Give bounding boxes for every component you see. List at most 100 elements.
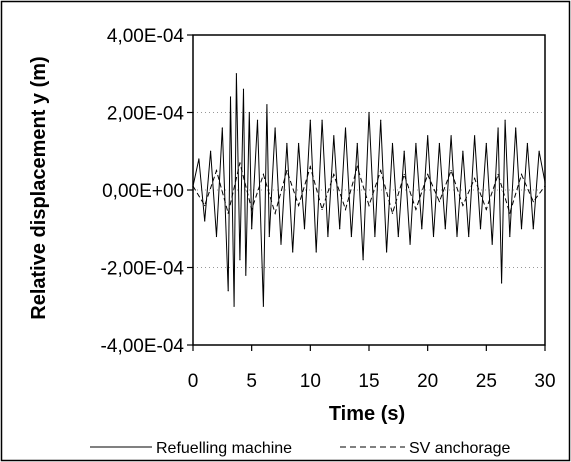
data-point-sv-anchorage-8 bbox=[286, 170, 288, 172]
data-point-sv-anchorage-22 bbox=[450, 170, 452, 172]
data-point-refuelling-machine-54 bbox=[479, 228, 482, 230]
data-point-refuelling-machine-45 bbox=[427, 135, 429, 137]
data-point-sv-anchorage-3 bbox=[227, 212, 229, 214]
series-sv-anchorage bbox=[192, 162, 546, 216]
data-point-refuelling-machine-40 bbox=[397, 235, 399, 238]
data-point-refuelling-machine-28 bbox=[327, 235, 329, 238]
data-point-sv-anchorage-13 bbox=[344, 208, 347, 210]
data-point-refuelling-machine-8 bbox=[233, 305, 235, 307]
data-point-refuelling-machine-14 bbox=[251, 228, 253, 230]
data-point-refuelling-machine-38 bbox=[386, 251, 388, 253]
data-point-refuelling-machine-30 bbox=[339, 228, 341, 230]
data-point-sv-anchorage-20 bbox=[427, 173, 429, 176]
data-point-refuelling-machine-26 bbox=[315, 251, 317, 253]
y-tick-label-0: 4,00E-04 bbox=[107, 26, 185, 47]
data-point-sv-anchorage-1 bbox=[204, 204, 206, 207]
data-point-sv-anchorage-28 bbox=[520, 173, 523, 176]
data-point-sv-anchorage-5 bbox=[251, 208, 253, 210]
data-point-refuelling-machine-6 bbox=[227, 290, 229, 292]
data-point-sv-anchorage-26 bbox=[497, 173, 499, 176]
data-point-refuelling-machine-62 bbox=[520, 228, 523, 230]
data-point-refuelling-machine-51 bbox=[462, 150, 464, 152]
data-point-sv-anchorage-4 bbox=[239, 162, 241, 164]
data-point-refuelling-machine-37 bbox=[380, 119, 382, 121]
legend-label-sv-anchorage: SV anchorage bbox=[409, 440, 511, 457]
data-point-refuelling-machine-31 bbox=[344, 127, 347, 129]
data-point-sv-anchorage-16 bbox=[380, 170, 382, 172]
data-point-sv-anchorage-9 bbox=[298, 204, 300, 207]
x-tick-label-2: 10 bbox=[300, 371, 321, 392]
data-point-sv-anchorage-30 bbox=[544, 185, 546, 187]
data-point-refuelling-machine-13 bbox=[248, 111, 250, 114]
data-point-refuelling-machine-34 bbox=[362, 259, 364, 261]
data-point-refuelling-machine-20 bbox=[280, 243, 282, 245]
data-point-refuelling-machine-25 bbox=[309, 119, 311, 121]
data-point-refuelling-machine-33 bbox=[356, 142, 358, 145]
data-point-refuelling-machine-55 bbox=[485, 142, 487, 145]
legend: Refuelling machine SV anchorage bbox=[90, 440, 511, 457]
data-point-refuelling-machine-32 bbox=[350, 235, 352, 238]
data-point-refuelling-machine-5 bbox=[221, 127, 223, 129]
data-point-refuelling-machine-9 bbox=[235, 73, 238, 75]
data-point-refuelling-machine-27 bbox=[321, 119, 323, 121]
data-point-sv-anchorage-6 bbox=[262, 173, 264, 176]
x-axis-title: Time (s) bbox=[329, 403, 405, 425]
data-point-sv-anchorage-2 bbox=[215, 170, 218, 172]
data-point-sv-anchorage-18 bbox=[403, 173, 405, 176]
series-refuelling-machine bbox=[192, 73, 546, 307]
data-point-refuelling-machine-57 bbox=[497, 127, 499, 129]
data-point-sv-anchorage-23 bbox=[462, 204, 464, 207]
legend-label-refuelling-machine: Refuelling machine bbox=[156, 440, 292, 457]
data-point-refuelling-machine-63 bbox=[526, 142, 529, 145]
data-point-sv-anchorage-15 bbox=[368, 204, 370, 207]
data-point-refuelling-machine-46 bbox=[432, 235, 435, 238]
data-point-refuelling-machine-42 bbox=[409, 243, 411, 245]
data-point-refuelling-machine-64 bbox=[532, 228, 534, 230]
series-layer bbox=[192, 73, 546, 307]
data-point-refuelling-machine-4 bbox=[215, 235, 218, 238]
data-point-refuelling-machine-59 bbox=[504, 119, 506, 121]
y-tick-label-2: 0,00E+00 bbox=[102, 181, 184, 202]
data-point-refuelling-machine-56 bbox=[491, 243, 493, 245]
data-point-refuelling-machine-48 bbox=[444, 228, 446, 230]
data-point-refuelling-machine-41 bbox=[403, 150, 405, 152]
data-point-refuelling-machine-47 bbox=[438, 142, 440, 145]
data-point-refuelling-machine-22 bbox=[292, 251, 294, 253]
x-tick-label-6: 30 bbox=[534, 371, 555, 392]
data-point-refuelling-machine-15 bbox=[256, 119, 259, 121]
data-point-refuelling-machine-10 bbox=[239, 259, 241, 261]
data-point-sv-anchorage-14 bbox=[356, 166, 358, 168]
x-tick-label-5: 25 bbox=[476, 371, 497, 392]
data-point-refuelling-machine-17 bbox=[266, 104, 268, 106]
data-point-refuelling-machine-1 bbox=[198, 158, 200, 160]
data-point-sv-anchorage-19 bbox=[415, 208, 417, 210]
data-point-refuelling-machine-44 bbox=[421, 228, 423, 230]
x-tick-label-0: 0 bbox=[188, 371, 199, 392]
data-point-refuelling-machine-39 bbox=[391, 142, 394, 145]
data-point-refuelling-machine-24 bbox=[303, 228, 306, 230]
data-point-refuelling-machine-43 bbox=[415, 142, 417, 145]
data-point-refuelling-machine-29 bbox=[333, 135, 335, 137]
data-point-refuelling-machine-58 bbox=[500, 282, 503, 284]
data-point-refuelling-machine-7 bbox=[229, 96, 232, 98]
data-point-sv-anchorage-21 bbox=[438, 201, 440, 203]
data-point-refuelling-machine-49 bbox=[450, 135, 452, 137]
data-point-sv-anchorage-12 bbox=[333, 173, 335, 176]
data-point-refuelling-machine-12 bbox=[245, 274, 247, 276]
data-point-sv-anchorage-17 bbox=[391, 212, 394, 214]
data-point-sv-anchorage-24 bbox=[474, 177, 476, 179]
data-point-refuelling-machine-53 bbox=[474, 135, 476, 137]
data-point-refuelling-machine-18 bbox=[268, 235, 270, 238]
data-point-refuelling-machine-19 bbox=[274, 127, 276, 129]
data-point-refuelling-machine-2 bbox=[204, 220, 206, 222]
data-point-refuelling-machine-11 bbox=[242, 88, 245, 90]
data-point-sv-anchorage-10 bbox=[309, 166, 311, 168]
x-tick-label-3: 15 bbox=[358, 371, 379, 392]
data-point-refuelling-machine-61 bbox=[515, 127, 517, 129]
y-tick-label-3: -2,00E-04 bbox=[101, 259, 185, 280]
data-point-sv-anchorage-29 bbox=[532, 201, 534, 203]
y-tick-label-1: 2,00E-04 bbox=[107, 104, 185, 125]
data-point-refuelling-machine-35 bbox=[368, 111, 370, 114]
